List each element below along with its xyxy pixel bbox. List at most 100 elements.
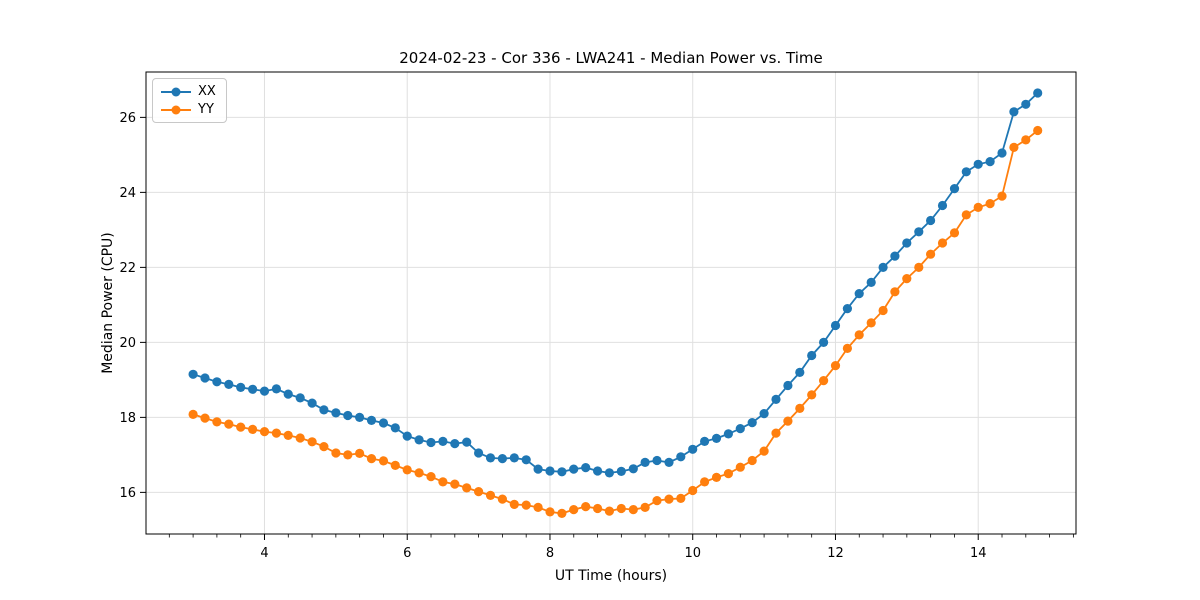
series-yy-marker (366, 454, 377, 464)
series-xx-marker (973, 159, 983, 169)
series-xx-marker (200, 373, 210, 383)
series-xx-marker (807, 350, 817, 361)
series-yy-marker (878, 305, 888, 316)
series-yy-marker (450, 479, 460, 489)
x-axis-label: UT Time (hours) (554, 568, 668, 584)
series-yy-marker (593, 503, 603, 514)
series-yy-marker (1033, 125, 1043, 136)
series-xx-marker (462, 437, 472, 447)
series-xx-line (192, 92, 1039, 474)
x-tick-label: 6 (403, 546, 411, 561)
series-xx-marker (295, 393, 305, 403)
series-yy-marker (295, 433, 305, 443)
series-yy-marker (830, 361, 841, 371)
series-xx-marker (271, 384, 281, 394)
series-yy-marker (426, 472, 436, 482)
series-xx-marker (616, 466, 626, 476)
series-yy-marker (842, 343, 853, 353)
series-xx-marker (593, 466, 603, 476)
series-xx-marker (819, 337, 829, 347)
plot-border (145, 71, 1077, 535)
series-xx-marker (640, 457, 650, 467)
series-xx-marker (521, 455, 531, 465)
y-tick-label: 22 (119, 261, 136, 276)
series-xx-marker (747, 418, 757, 428)
series-yy-marker (474, 487, 484, 497)
series-yy-marker (854, 330, 864, 340)
series-xx-marker (474, 448, 484, 458)
legend-item-yy: YY (161, 103, 216, 116)
series-xx-marker (533, 464, 543, 474)
series-yy-marker (569, 505, 579, 515)
series-yy-marker (462, 483, 472, 493)
series-xx-marker (664, 457, 674, 467)
series-xx-marker (949, 184, 960, 194)
series-xx-marker (485, 453, 496, 463)
series-xx-marker (581, 463, 591, 473)
series-xx-marker (700, 436, 710, 446)
x-tick-label: 14 (970, 546, 987, 561)
legend-label-xx: XX (198, 84, 216, 99)
series-yy-marker (390, 460, 400, 470)
y-tick-label: 18 (119, 411, 136, 426)
series-yy-marker (616, 503, 626, 514)
y-tick-label: 24 (119, 186, 136, 201)
series-xx-marker (961, 167, 971, 177)
series-yy-marker (890, 287, 900, 297)
series-yy-marker (521, 500, 531, 510)
series-yy-marker (283, 430, 293, 440)
series-xx-marker (307, 398, 317, 408)
series-yy-line (192, 129, 1039, 515)
series-xx-marker (569, 464, 579, 474)
series-xx-marker (509, 453, 519, 463)
series-xx-marker (652, 455, 662, 466)
series-xx-marker (414, 435, 424, 445)
series-xx-marker (438, 436, 448, 446)
series-xx-marker (997, 148, 1007, 158)
y-tick-label: 20 (119, 336, 136, 351)
series-xx-marker (830, 320, 841, 331)
series-yy-marker (997, 191, 1007, 201)
legend-label-yy: YY (198, 102, 214, 117)
series-xx-marker (926, 215, 936, 226)
series-xx-marker (842, 304, 853, 314)
series-yy-marker (343, 450, 353, 460)
series-yy-marker (378, 456, 389, 466)
series-xx-marker (259, 386, 270, 396)
series-yy-marker (307, 437, 317, 447)
series-yy-marker (248, 424, 258, 434)
series-xx-marker (402, 431, 412, 441)
series-yy-marker (985, 199, 995, 209)
series-xx-marker-icon (161, 87, 191, 97)
series-xx-marker (711, 433, 722, 443)
y-tick-label: 16 (119, 486, 136, 501)
series-xx-marker (450, 439, 460, 449)
series-xx-marker (390, 423, 400, 433)
legend: XX YY (152, 78, 227, 123)
series-xx-marker (866, 277, 876, 287)
series-yy-marker (926, 249, 936, 259)
series-yy-marker (331, 448, 341, 458)
series-yy-marker (1009, 142, 1019, 152)
series-xx-marker (937, 200, 948, 211)
series-yy-marker (604, 506, 615, 516)
series-yy-marker (771, 428, 781, 438)
series-xx-marker (557, 467, 567, 477)
legend-item-xx: XX (161, 85, 216, 98)
series-yy-marker (783, 416, 793, 426)
series-yy-marker (497, 494, 507, 504)
series-xx-marker (628, 464, 638, 474)
series-xx-marker (1009, 107, 1019, 117)
series-yy-marker (652, 496, 662, 506)
series-xx-marker (985, 157, 995, 167)
series-yy-marker (902, 274, 912, 284)
series-xx-marker (545, 466, 555, 476)
series-xx-marker (1033, 88, 1043, 98)
series-xx-marker (759, 409, 769, 419)
series-yy-marker (200, 413, 210, 423)
series-yy-marker (973, 202, 983, 212)
series-yy-marker (485, 490, 496, 500)
series-yy-marker (640, 502, 650, 512)
series-yy-marker (557, 508, 567, 518)
